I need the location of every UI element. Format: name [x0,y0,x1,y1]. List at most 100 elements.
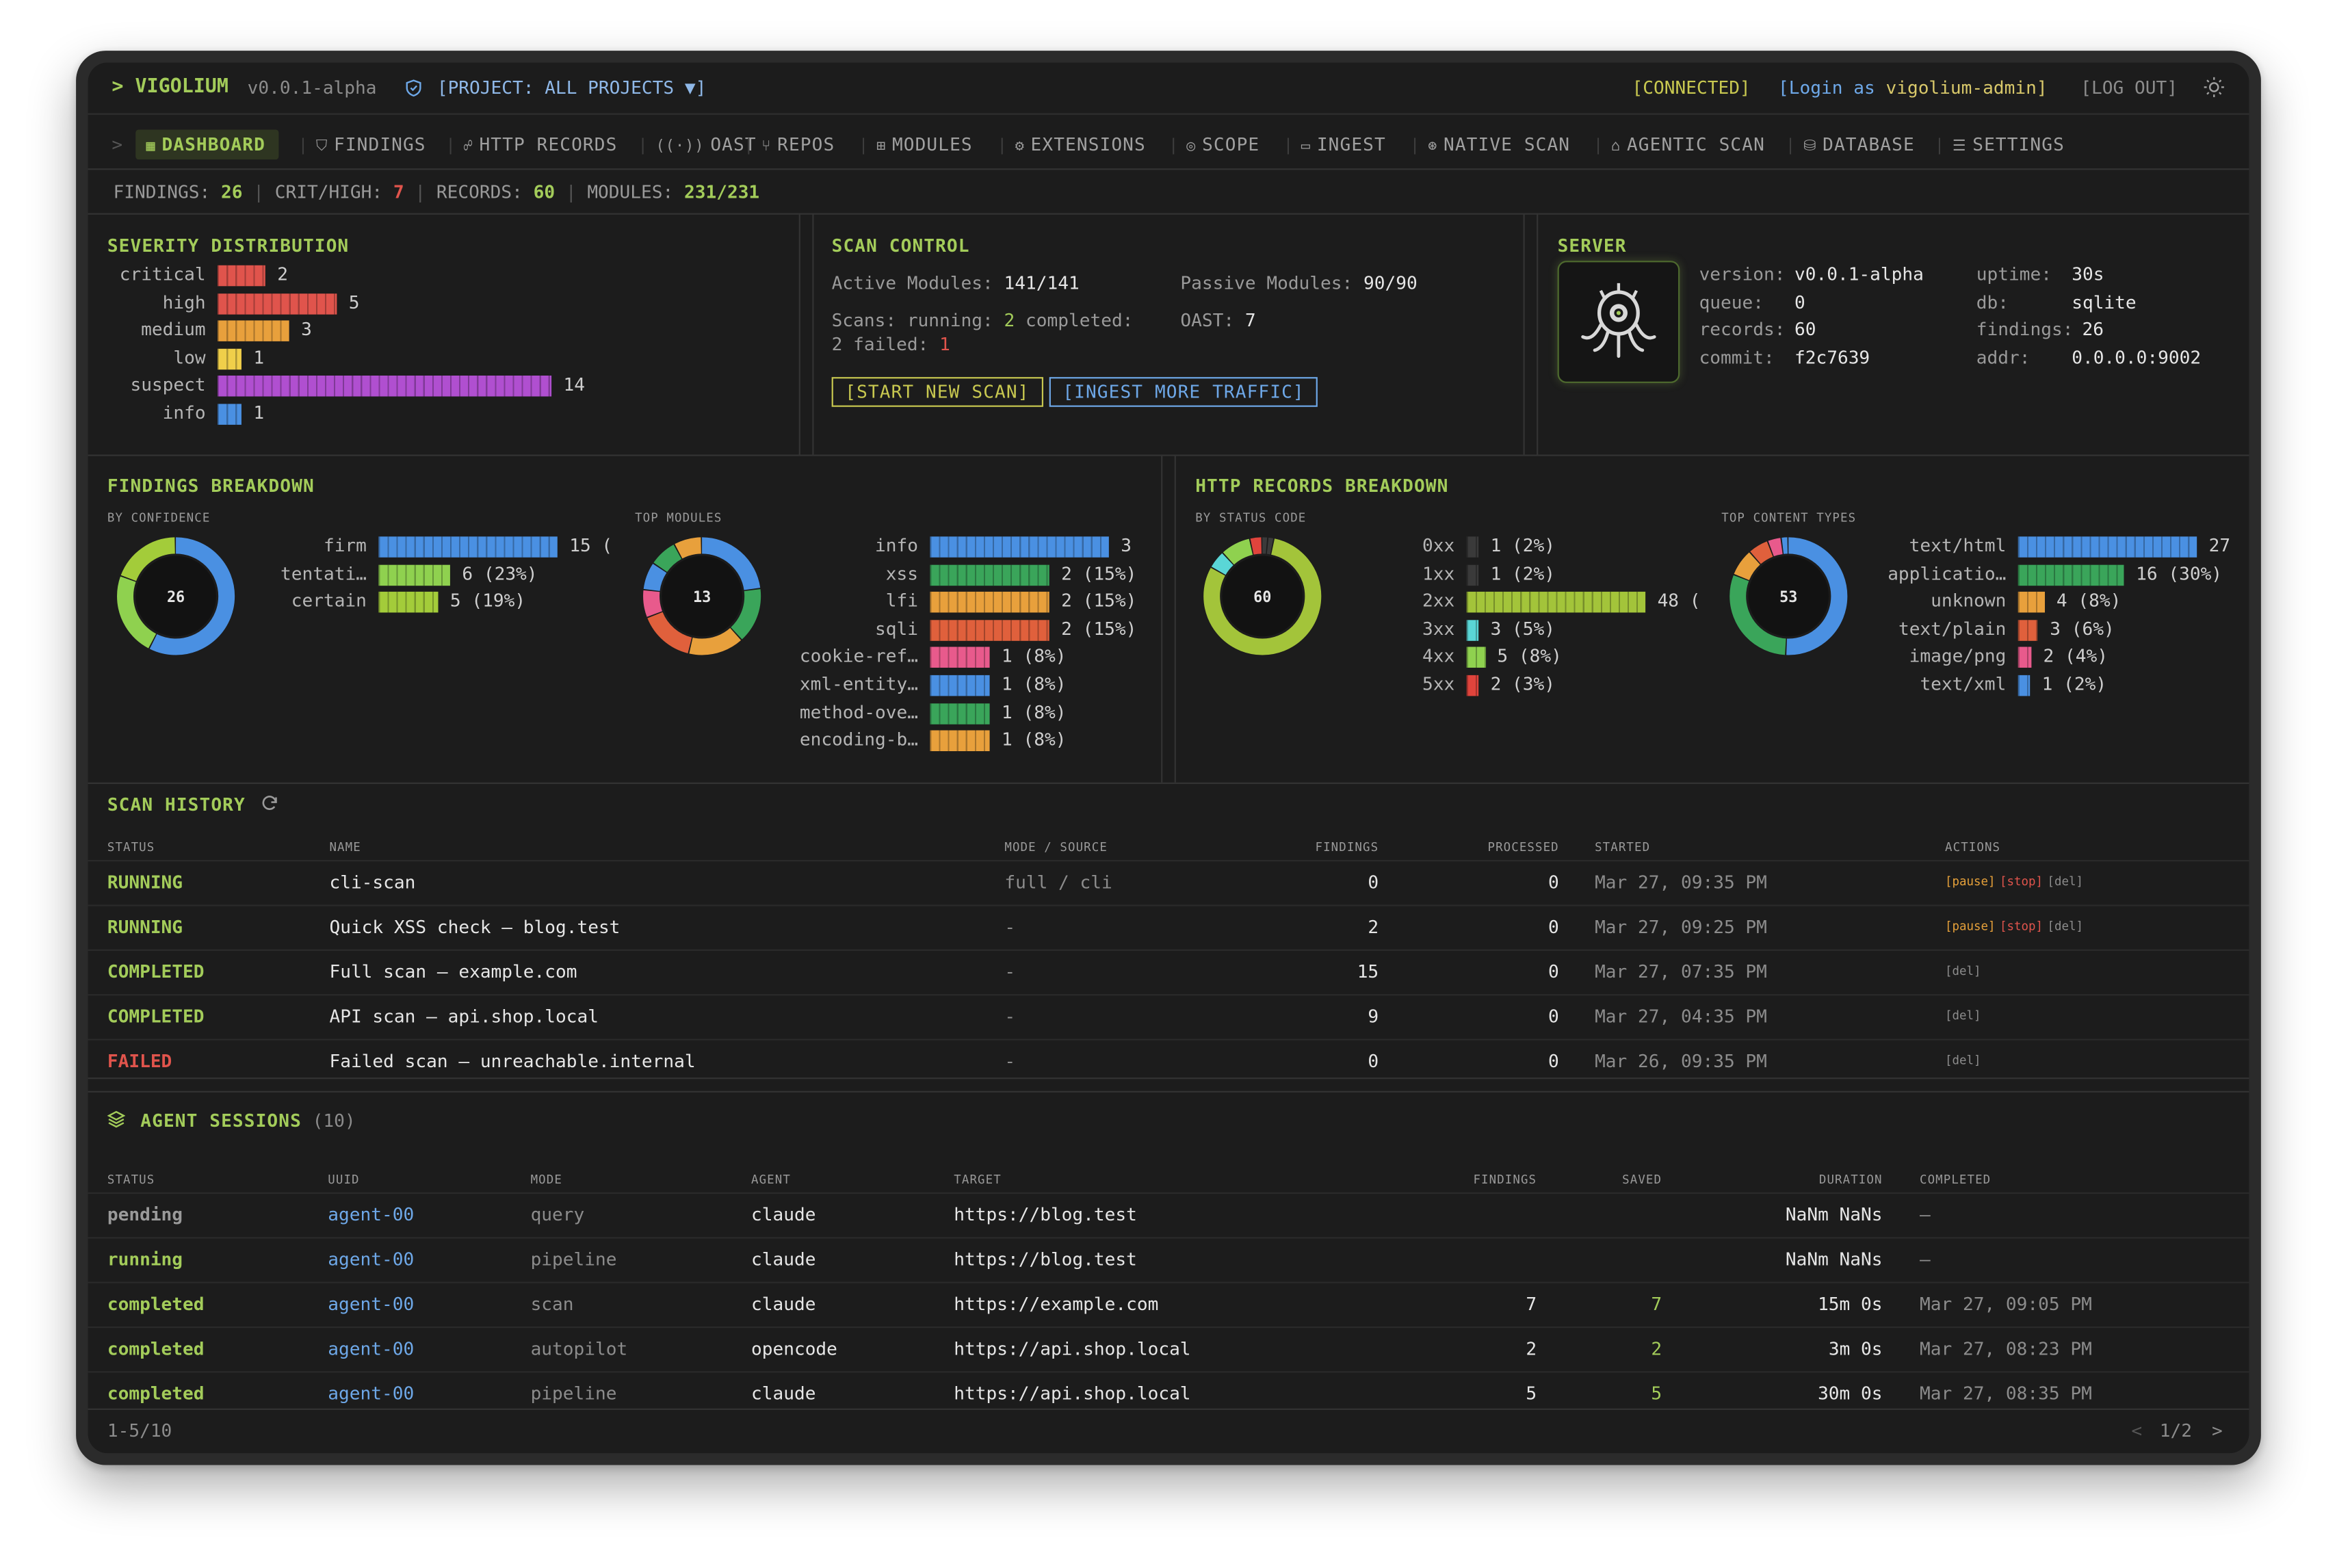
nav-findings[interactable]: ⛉ FINDINGS [316,134,426,155]
scan-status: RUNNING [107,916,183,938]
module-label-encoding-b: encoding-b… [799,729,918,750]
nav-separator: | [445,135,456,155]
prev-page-button[interactable]: < [2131,1420,2143,1441]
nav-modules[interactable]: ⊞ MODULES [876,134,973,155]
module-value-method-ove: 1 (8%) [1001,701,1067,722]
agent-col-completed: COMPLETED [1919,1173,1992,1187]
login-info[interactable]: [Login as vigolium-admin] [1778,77,2048,98]
nav-database[interactable]: ⛁ DATABASE [1803,134,1915,155]
server-key-db: db: [1976,291,2009,313]
agent-status: completed [107,1383,205,1404]
logout-button[interactable]: [LOG OUT] [2080,77,2178,99]
scan-history-col-started: STARTED [1595,840,1651,854]
module-value-encoding-b: 1 (8%) [1001,729,1067,750]
nav-scope[interactable]: ◎ SCOPE [1186,134,1259,155]
nav-native-scan[interactable]: ⊛ NATIVE SCAN [1428,134,1570,155]
status-bar-5xx [1466,675,1479,696]
agent-target: https://example.com [954,1293,1159,1315]
agent-uuid-link[interactable]: agent-00 [328,1204,415,1225]
next-page-button[interactable]: > [2211,1420,2223,1441]
action-stop-button[interactable]: [stop] [2000,919,2044,933]
nav-http-records[interactable]: ☍ HTTP RECORDS [464,134,618,155]
action-del-button[interactable]: [del] [1945,1008,1981,1023]
nav-oast[interactable]: ((·)) OAST [656,134,757,155]
nav-settings[interactable]: ☰ SETTINGS [1953,134,2065,155]
content-donut-hole [1748,556,1829,637]
agent-col-agent: AGENT [750,1173,791,1187]
nav-extensions[interactable]: ⚙ EXTENSIONS [1015,134,1146,155]
scan-history-col-findings: FINDINGS [1315,840,1379,854]
refresh-icon[interactable] [261,794,279,812]
content-label-image-png: image/png [1909,646,2007,667]
agent-col-mode: MODE [530,1173,562,1187]
app-window: > VIGOLIUM v0.0.1-alpha [PROJECT: ALL PR… [88,62,2249,1454]
nav-agentic-scan[interactable]: ⌂ AGENTIC SCAN [1611,134,1765,155]
action-pause-button[interactable]: [pause] [1945,919,1996,933]
severity-value-suspect: 14 [563,374,585,396]
module-value-xss: 2 (15%) [1061,562,1137,584]
severity-value-high: 5 [348,291,360,313]
server-key-uptime: uptime: [1976,263,2052,285]
content-value-image-png: 2 (4%) [2043,646,2108,667]
app-brand[interactable]: > VIGOLIUM [112,76,229,99]
agent-target: https://blog.test [954,1204,1137,1225]
content-bar-image-png [2018,647,2032,668]
scan-mode: - [1004,1006,1016,1028]
status-value-5xx: 2 (3%) [1490,673,1556,695]
inbox-icon: ▭ [1301,138,1311,155]
severity-bar-medium [218,320,289,342]
agent-mode: autopilot [530,1338,628,1359]
action-del-button[interactable]: [del] [1945,1054,1981,1067]
action-del-button[interactable]: [del] [1945,964,1981,978]
scan-started: Mar 27, 09:35 PM [1595,872,1767,893]
scan-findings: 9 [1368,1006,1379,1028]
scan-mode: - [1004,1050,1016,1072]
action-pause-button[interactable]: [pause] [1945,874,1996,889]
nav-label: INGEST [1316,134,1386,155]
action-stop-button[interactable]: [stop] [2000,874,2044,889]
nav-label: SCOPE [1202,134,1260,155]
theme-toggle[interactable] [2203,76,2225,103]
stats-divider [88,213,2249,215]
agent-uuid-link[interactable]: agent-00 [328,1293,415,1315]
nav-dashboard[interactable]: ▦ DASHBOARD [146,134,265,155]
agent-uuid-link[interactable]: agent-00 [328,1338,415,1359]
server-value-commit: f2c7639 [1794,346,1870,368]
agent-sessions-title-text: AGENT SESSIONS [140,1110,302,1132]
content-label-text-plain: text/plain [1898,618,2007,640]
scan-findings: 0 [1368,872,1379,893]
scan-processed: 0 [1548,872,1559,893]
agent-sessions-title: AGENT SESSIONS (10) [107,1110,356,1132]
agent-uuid-link[interactable]: agent-00 [328,1383,415,1404]
row1-divider [88,454,2249,456]
action-del-button[interactable]: [del] [2047,874,2084,889]
nav-repos[interactable]: ⑂ REPOS [761,134,835,155]
agent-col-findings: FINDINGS [1473,1173,1537,1187]
ingest-traffic-button[interactable]: [INGEST MORE TRAFFIC] [1049,377,1318,407]
confidence-donut-hole [135,556,216,637]
scan-name: Quick XSS check — blog.test [329,916,621,938]
confidence-donut-slice-tentati [117,537,235,655]
nav-label: DASHBOARD [161,134,265,155]
status-donut-slice-2xx [1203,537,1322,655]
start-new-scan-button[interactable]: [START NEW SCAN] [831,377,1043,407]
login-prefix: [Login as [1778,77,1875,99]
page-indicator: 1/2 [2159,1420,2192,1441]
layers-icon [107,1110,126,1128]
action-del-button[interactable]: [del] [2047,919,2084,933]
row2-divider [88,782,2249,784]
scans-failed-value: 1 [939,333,950,355]
status-label-0xx: 0xx [1422,535,1455,556]
octopus-logo-icon [1581,283,1656,358]
project-selector[interactable]: [PROJECT: ALL PROJECTS ▼] [406,77,706,99]
agent-col-target: TARGET [954,1173,1002,1187]
agent-col-duration: DURATION [1818,1173,1883,1187]
agent-uuid-link[interactable]: agent-00 [328,1249,415,1270]
agent-duration: NaNm NaNs [1785,1204,1883,1225]
scan-name: API scan — api.shop.local [329,1006,599,1028]
module-label-sqli: sqli [875,618,918,640]
scan-processed: 0 [1548,1006,1559,1028]
severity-bar-critical [218,265,265,287]
nav-ingest[interactable]: ▭ INGEST [1301,134,1386,155]
row-divider [88,949,2249,951]
